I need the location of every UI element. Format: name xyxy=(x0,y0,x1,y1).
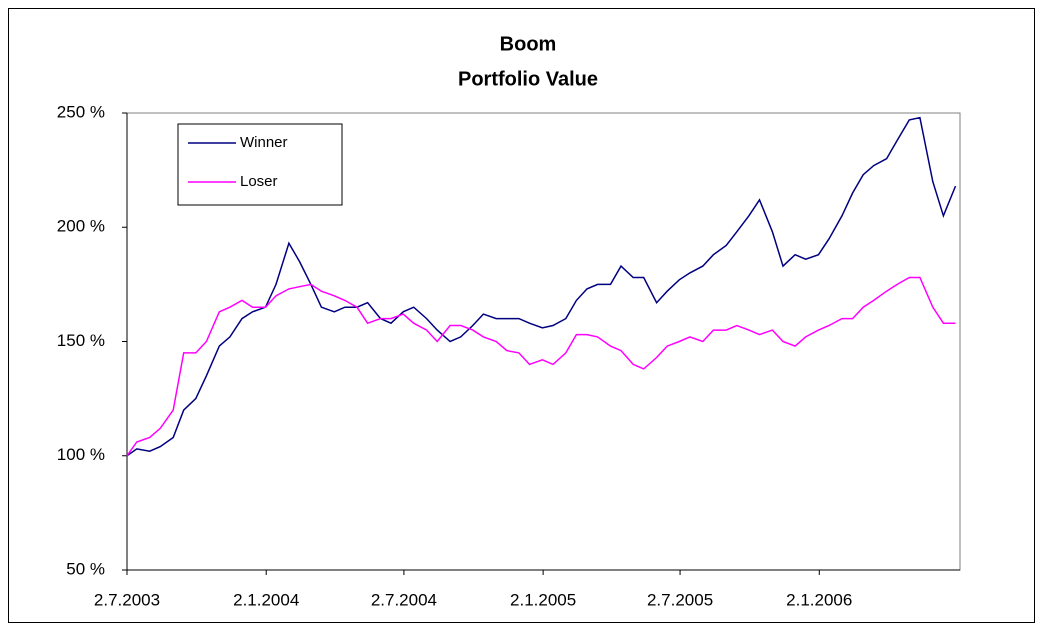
legend-label: Winner xyxy=(240,134,288,151)
x-tick-label: 2.1.2006 xyxy=(786,590,852,609)
chart-subtitle: Portfolio Value xyxy=(458,68,598,90)
y-tick-label: 100 % xyxy=(57,445,105,464)
x-tick-label: 2.1.2005 xyxy=(510,590,576,609)
x-tick-label: 2.7.2005 xyxy=(647,590,713,609)
y-tick-label: 200 % xyxy=(57,217,105,236)
x-tick-label: 2.7.2004 xyxy=(371,590,437,609)
y-tick-label: 250 % xyxy=(57,102,105,121)
legend-label: Loser xyxy=(240,173,278,190)
chart-title: Boom xyxy=(500,33,557,55)
chart-border xyxy=(8,8,1035,623)
x-tick-label: 2.7.2003 xyxy=(94,590,160,609)
y-tick-label: 150 % xyxy=(57,331,105,350)
x-tick-label: 2.1.2004 xyxy=(233,590,299,609)
y-tick-label: 50 % xyxy=(66,559,105,578)
legend-box xyxy=(177,123,343,206)
line-series xyxy=(126,276,956,457)
